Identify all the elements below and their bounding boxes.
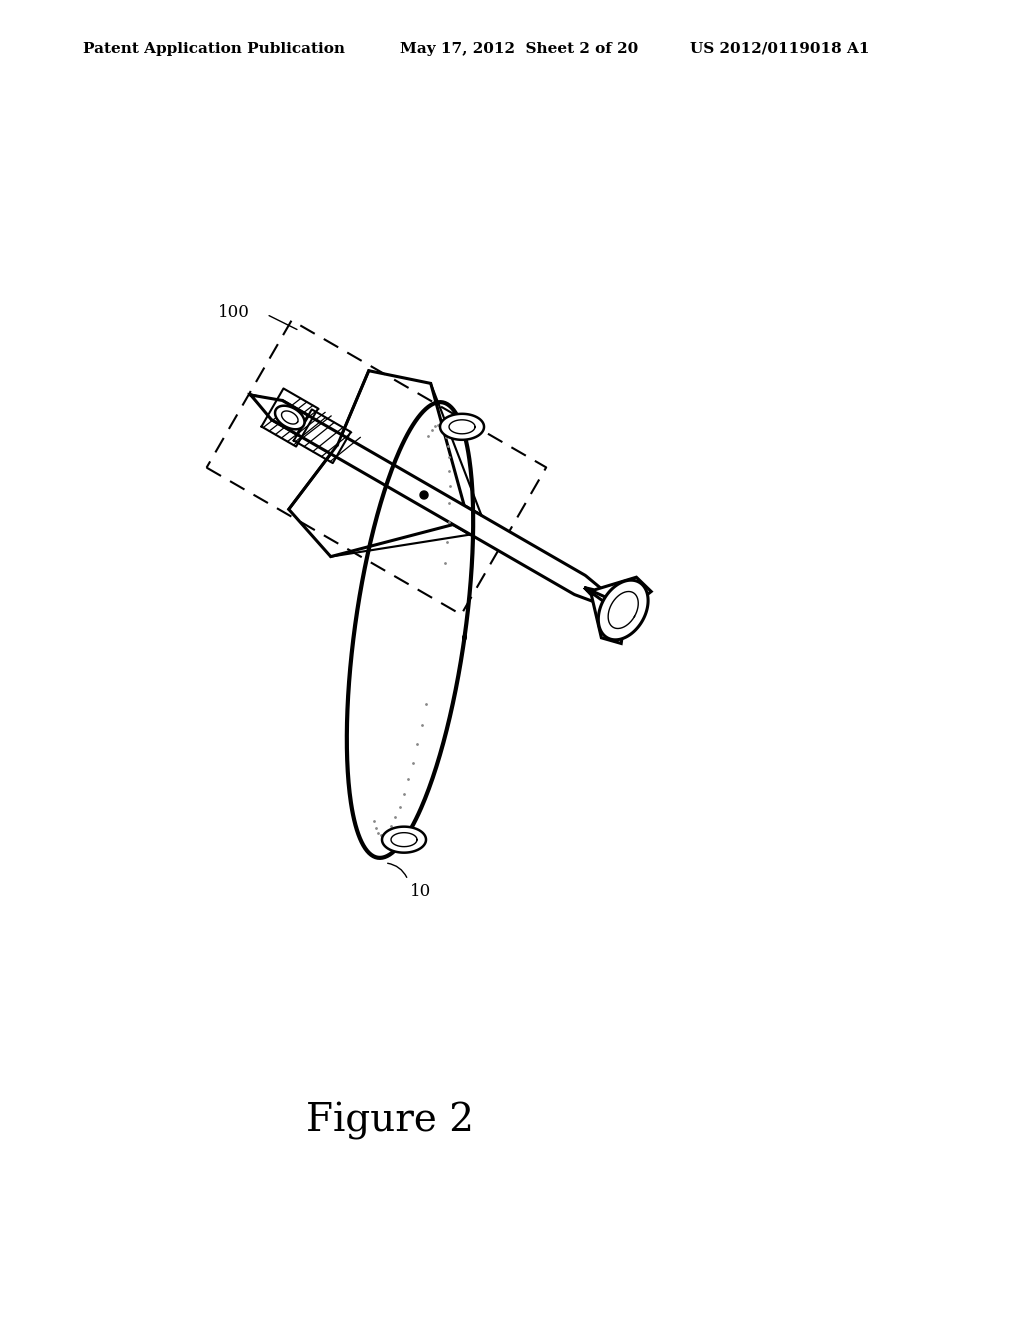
Polygon shape (598, 581, 648, 640)
Polygon shape (338, 371, 481, 516)
Text: May 17, 2012  Sheet 2 of 20: May 17, 2012 Sheet 2 of 20 (400, 42, 638, 55)
Text: Figure 2: Figure 2 (306, 1102, 474, 1140)
Polygon shape (275, 405, 304, 429)
Text: 10: 10 (410, 883, 431, 900)
Polygon shape (251, 395, 639, 620)
Polygon shape (420, 491, 428, 499)
Polygon shape (289, 445, 470, 557)
Polygon shape (251, 395, 308, 434)
Text: Patent Application Publication: Patent Application Publication (83, 42, 345, 55)
Text: 100: 100 (218, 304, 250, 321)
Polygon shape (440, 413, 484, 440)
Text: US 2012/0119018 A1: US 2012/0119018 A1 (690, 42, 869, 55)
Polygon shape (382, 826, 426, 853)
Polygon shape (585, 577, 651, 609)
Polygon shape (585, 587, 625, 643)
